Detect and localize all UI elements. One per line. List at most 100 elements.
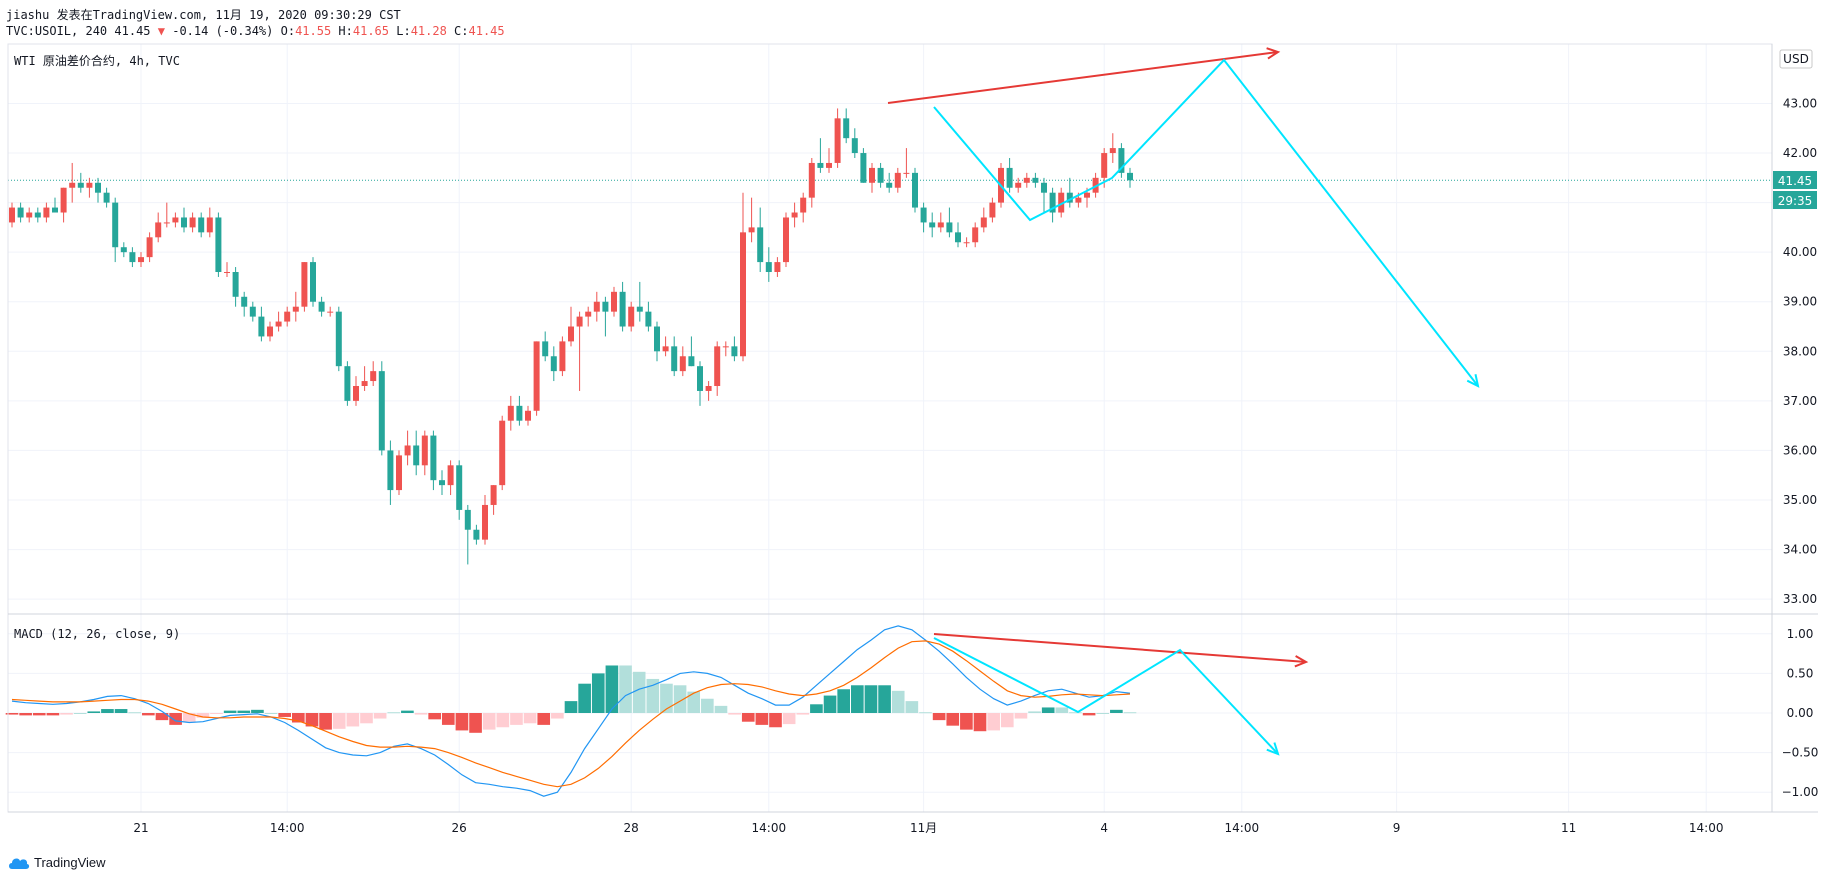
macd-histogram-bar bbox=[237, 710, 251, 713]
candle-body bbox=[77, 182, 84, 188]
candle-body bbox=[464, 509, 471, 530]
candle-body bbox=[542, 341, 549, 357]
candle-body bbox=[335, 311, 342, 367]
candle-body bbox=[903, 172, 910, 174]
trend-arrow-head-macd bbox=[1294, 655, 1309, 668]
candle-body bbox=[490, 485, 497, 505]
candle-body bbox=[387, 450, 394, 491]
candle-body bbox=[17, 207, 24, 218]
price-change: -0.14 (-0.34%) bbox=[172, 24, 274, 38]
macd-histogram-bar bbox=[387, 712, 401, 714]
candle-body bbox=[525, 410, 531, 421]
macd-tick-label: 1.00 bbox=[1787, 627, 1814, 641]
macd-histogram-bar bbox=[714, 705, 728, 713]
macd-histogram-bar bbox=[332, 713, 346, 729]
macd-histogram-bar bbox=[864, 685, 878, 713]
time-tick-label: 14:00 bbox=[1689, 821, 1724, 835]
macd-histogram-bar bbox=[346, 713, 360, 727]
macd-histogram-bar bbox=[878, 685, 891, 713]
candle-body bbox=[129, 252, 136, 263]
price-pane-title: WTI 原油差价合约, 4h, TVC bbox=[14, 53, 180, 68]
macd-tick-label: 0.00 bbox=[1787, 706, 1814, 720]
candle-body bbox=[224, 272, 230, 273]
macd-histogram-bar bbox=[292, 713, 305, 723]
signal-line bbox=[11, 640, 1131, 788]
candle-body bbox=[60, 187, 67, 213]
candle-body bbox=[86, 182, 93, 188]
macd-histogram-bar bbox=[973, 713, 987, 732]
candle-body bbox=[602, 301, 609, 312]
macd-histogram-bar bbox=[837, 689, 850, 713]
time-tick-label: 14:00 bbox=[1225, 821, 1260, 835]
macd-histogram-bar bbox=[482, 713, 496, 730]
candle-body bbox=[292, 306, 299, 312]
candle-body bbox=[198, 217, 205, 233]
candle-body bbox=[817, 162, 824, 168]
macd-histogram-bar bbox=[537, 713, 551, 725]
currency-badge[interactable]: USD bbox=[1779, 49, 1813, 69]
candle-body bbox=[361, 381, 368, 386]
candle-body bbox=[877, 167, 884, 183]
candle-body bbox=[206, 217, 213, 233]
macd-tick-label: −0.50 bbox=[1782, 746, 1819, 760]
candle-body bbox=[533, 341, 540, 411]
candle-body bbox=[163, 222, 170, 224]
time-tick-label: 26 bbox=[452, 821, 467, 835]
macd-histogram-bar bbox=[32, 713, 46, 716]
macd-histogram-bar bbox=[891, 690, 905, 713]
macd-histogram-bar bbox=[496, 713, 510, 728]
candle-body bbox=[232, 272, 239, 297]
macd-histogram-bar bbox=[769, 713, 782, 728]
tradingview-logo[interactable]: TradingView bbox=[8, 855, 106, 870]
macd-histogram-bar bbox=[605, 665, 619, 713]
candle-body bbox=[241, 296, 248, 307]
candle-body bbox=[851, 138, 858, 154]
cloud-icon bbox=[9, 858, 30, 869]
last-price-tag-label: 41.45 bbox=[1778, 174, 1812, 188]
macd-histogram-bar bbox=[169, 713, 182, 725]
macd-pane-title: MACD (12, 26, close, 9) bbox=[14, 627, 180, 641]
brand-label: TradingView bbox=[34, 855, 106, 870]
macd-histogram-bar bbox=[1000, 713, 1014, 728]
macd-histogram-bar bbox=[414, 713, 428, 715]
candle-body bbox=[34, 212, 41, 218]
annotations-layer bbox=[887, 47, 1480, 756]
price-tick-label: 33.00 bbox=[1783, 592, 1817, 606]
price-tick-label: 35.00 bbox=[1783, 493, 1817, 507]
candle-body bbox=[413, 445, 420, 466]
candle-body bbox=[1006, 167, 1013, 188]
candle-body bbox=[645, 311, 652, 327]
price-tick-label: 37.00 bbox=[1783, 394, 1817, 408]
candle-body bbox=[662, 346, 669, 352]
macd-histogram-bar bbox=[687, 691, 701, 713]
macd-histogram-bar bbox=[142, 713, 155, 716]
price-tick-label: 40.00 bbox=[1783, 245, 1817, 259]
candle-body bbox=[688, 356, 695, 367]
macd-histogram-bar bbox=[373, 713, 387, 719]
candles-layer bbox=[9, 108, 1133, 565]
candle-body bbox=[473, 529, 480, 540]
candle-body bbox=[353, 386, 359, 401]
candle-body bbox=[516, 405, 523, 421]
macd-tick-label: 0.50 bbox=[1787, 666, 1814, 680]
candle-body bbox=[740, 232, 746, 357]
close-label: C: bbox=[454, 24, 469, 38]
candle-body bbox=[430, 435, 437, 481]
time-tick-label: 14:00 bbox=[752, 821, 787, 835]
low-value: 41.28 bbox=[410, 24, 447, 38]
trend-arrow-macd bbox=[933, 633, 1307, 663]
countdown-tag-label: 29:35 bbox=[1778, 194, 1813, 208]
macd-histogram-bar bbox=[810, 704, 823, 713]
candle-body bbox=[52, 207, 58, 213]
candle-body bbox=[808, 162, 815, 198]
candle-body bbox=[912, 172, 918, 208]
candle-body bbox=[482, 504, 488, 540]
candle-body bbox=[714, 346, 721, 386]
candle-body bbox=[894, 172, 901, 188]
candle-body bbox=[9, 207, 15, 223]
candle-body bbox=[249, 306, 256, 317]
macd-histogram-bar bbox=[960, 713, 973, 730]
low-label: L: bbox=[396, 24, 411, 38]
macd-histogram-bar bbox=[905, 701, 919, 713]
